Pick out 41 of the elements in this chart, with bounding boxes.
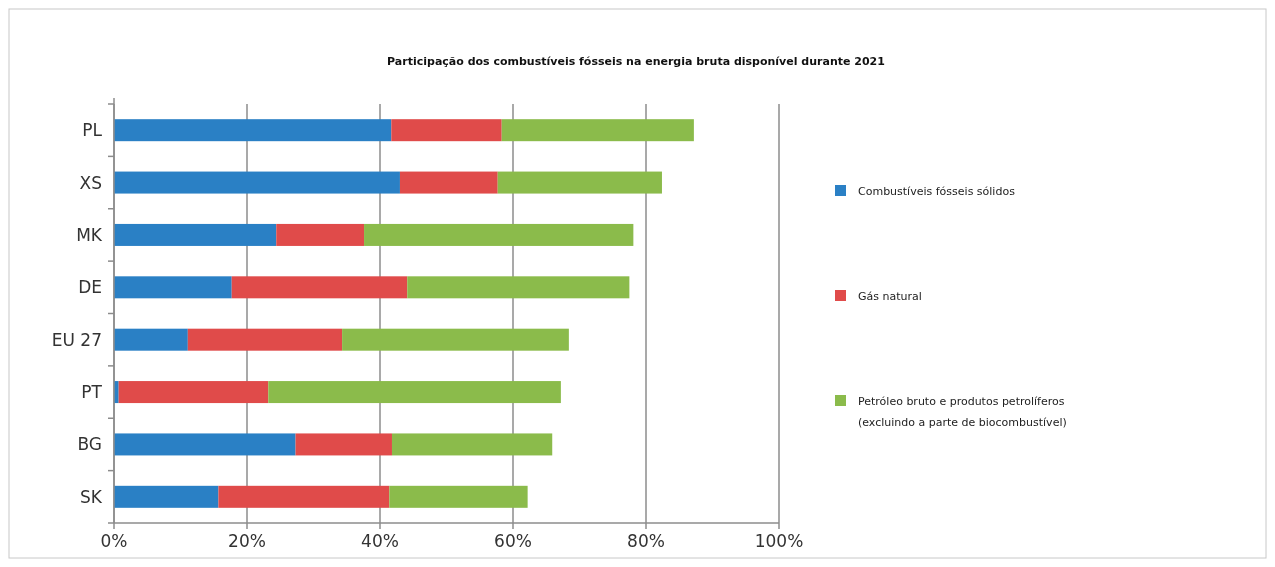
bar [399,171,498,194]
bar [114,171,400,194]
y-tick-label: SK [80,486,103,507]
bar [501,119,694,142]
chart-title: Participação dos combustíveis fósseis na energia bruta disponível durante 2021 [387,55,885,68]
bar [268,381,561,404]
bar [389,485,528,508]
legend-label: Gás natural [858,289,922,303]
bar [276,223,365,246]
y-tick-label: XS [79,172,102,193]
bar [391,119,502,142]
bar [407,276,630,299]
y-tick-label: EU 27 [51,329,102,350]
bar [342,328,569,351]
y-tick-label: MK [76,224,103,245]
y-tick-label: PT [81,382,103,403]
y-tick-label: PL [82,120,103,141]
bar [114,328,188,351]
bar [295,433,392,456]
bar [364,223,634,246]
bar [218,485,390,508]
y-tick-label: BG [77,434,102,455]
bar [118,381,269,404]
x-tick-label: 40% [361,531,399,551]
bar [231,276,408,299]
x-tick-label: 60% [494,531,532,551]
x-tick-label: 100% [754,531,804,551]
legend-label: Petróleo bruto e produtos petrolíferos (excluindo a parte de biocombustível) [858,394,1067,429]
bar [391,433,553,456]
bar [114,119,392,142]
x-tick-label: 80% [627,531,665,551]
bar [497,171,662,194]
x-tick-label: 20% [228,531,266,551]
bar [114,433,296,456]
y-tick-label: DE [78,277,102,298]
x-tick-label: 0% [100,531,128,551]
bar [114,223,277,246]
bar [187,328,343,351]
bar [114,485,219,508]
bar [114,276,232,299]
legend-label: Combustíveis fósseis sólidos [858,184,1016,198]
